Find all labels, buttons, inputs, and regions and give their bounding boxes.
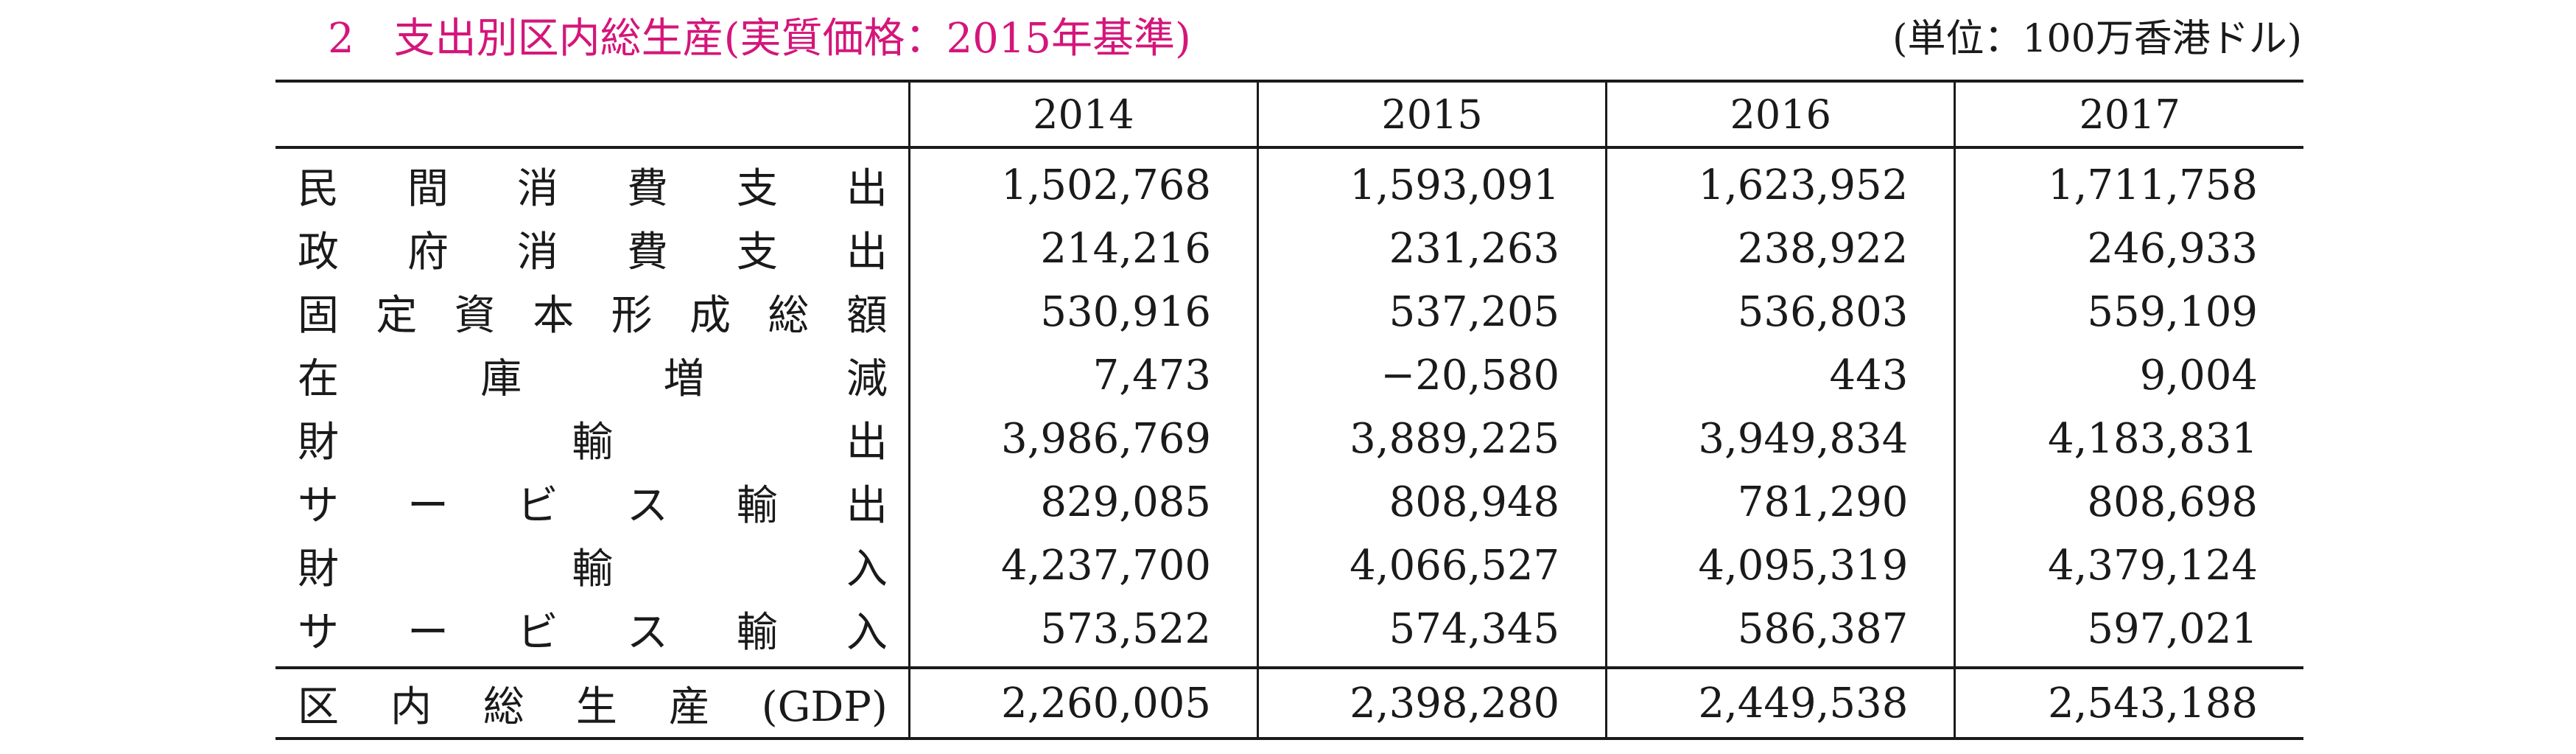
table-number: 2 <box>328 15 354 63</box>
table-cell: 829,085 <box>908 470 1258 534</box>
table-cell: 597,021 <box>1954 597 2303 668</box>
table-cell: 4,066,527 <box>1256 534 1607 597</box>
total-row: 区内総生産(GDP) 2,260,005 2,398,280 2,449,538… <box>276 666 2303 740</box>
table-cell: 4,183,831 <box>1954 407 2303 470</box>
row-label: 財輸入 <box>298 545 888 593</box>
table-cell: 1,593,091 <box>1256 147 1607 217</box>
column-header-year: 2015 <box>1256 80 1607 149</box>
table-title: 2 支出別区内総生産(実質価格：2015年基準) <box>328 13 1191 65</box>
table-cell: 1,623,952 <box>1605 147 1955 217</box>
table-row: 財輸出 3,986,769 3,889,225 3,949,834 4,183,… <box>276 407 2303 470</box>
table-cell: 808,698 <box>1954 470 2303 534</box>
column-header-year: 2016 <box>1605 80 1955 149</box>
table-cell: 4,237,700 <box>908 534 1258 597</box>
total-row-label: 区内総生産(GDP) <box>276 666 910 740</box>
total-cell: 2,543,188 <box>1954 666 2303 740</box>
row-label: サービス輸出 <box>298 481 888 530</box>
table-cell: 559,109 <box>1954 280 2303 343</box>
table-row: 固定資本形成総額 530,916 537,205 536,803 559,109 <box>276 280 2303 343</box>
table-cell: 1,502,768 <box>908 147 1258 217</box>
table-cell: 4,379,124 <box>1954 534 2303 597</box>
table-cell: 238,922 <box>1605 217 1955 280</box>
unit-note: (単位：100万香港ドル) <box>1892 17 2302 61</box>
table-header: 2 支出別区内総生産(実質価格：2015年基準) (単位：100万香港ドル) <box>0 0 2576 81</box>
column-header-year: 2014 <box>908 80 1258 149</box>
total-cell: 2,398,280 <box>1256 666 1607 740</box>
row-label: 在庫増減 <box>298 355 888 403</box>
table-cell: 586,387 <box>1605 597 1955 668</box>
row-label: 民間消費支出 <box>298 164 888 213</box>
table-cell: 9,004 <box>1954 343 2303 407</box>
table-cell: 530,916 <box>908 280 1258 343</box>
table-title-text: 支出別区内総生産(実質価格：2015年基準) <box>393 15 1191 63</box>
table-cell: 1,711,758 <box>1954 147 2303 217</box>
table-header-row: 2014 2015 2016 2017 <box>276 80 2303 149</box>
table-cell: 781,290 <box>1605 470 1955 534</box>
table-row: 民間消費支出 1,502,768 1,593,091 1,623,952 1,7… <box>276 147 2303 217</box>
table-cell: −20,580 <box>1256 343 1607 407</box>
table-row: サービス輸出 829,085 808,948 781,290 808,698 <box>276 470 2303 534</box>
row-label: 政府消費支出 <box>298 228 888 276</box>
table-cell: 574,345 <box>1256 597 1607 668</box>
table-cell: 808,948 <box>1256 470 1607 534</box>
column-header-year: 2017 <box>1954 80 2303 149</box>
row-label: 固定資本形成総額 <box>298 291 888 340</box>
table-cell: 214,216 <box>908 217 1258 280</box>
table-row: 政府消費支出 214,216 231,263 238,922 246,933 <box>276 217 2303 280</box>
table-row: 在庫増減 7,473 −20,580 443 9,004 <box>276 343 2303 407</box>
table-cell: 443 <box>1605 343 1955 407</box>
gdp-table: 2014 2015 2016 2017 民間消費支出 1,502,768 1,5… <box>276 80 2303 740</box>
total-cell: 2,260,005 <box>908 666 1258 740</box>
table-cell: 537,205 <box>1256 280 1607 343</box>
table-cell: 246,933 <box>1954 217 2303 280</box>
row-label: サービス輸入 <box>298 608 888 657</box>
table-cell: 231,263 <box>1256 217 1607 280</box>
table-cell: 536,803 <box>1605 280 1955 343</box>
table-cell: 573,522 <box>908 597 1258 668</box>
table-row: 財輸入 4,237,700 4,066,527 4,095,319 4,379,… <box>276 534 2303 597</box>
column-header-label <box>276 80 910 149</box>
row-label: 財輸出 <box>298 418 888 467</box>
table-cell: 4,095,319 <box>1605 534 1955 597</box>
table-cell: 3,889,225 <box>1256 407 1607 470</box>
gdp-table-container: 2014 2015 2016 2017 民間消費支出 1,502,768 1,5… <box>276 80 2303 740</box>
table-cell: 7,473 <box>908 343 1258 407</box>
total-cell: 2,449,538 <box>1605 666 1955 740</box>
table-cell: 3,986,769 <box>908 407 1258 470</box>
table-row: サービス輸入 573,522 574,345 586,387 597,021 <box>276 597 2303 668</box>
table-cell: 3,949,834 <box>1605 407 1955 470</box>
